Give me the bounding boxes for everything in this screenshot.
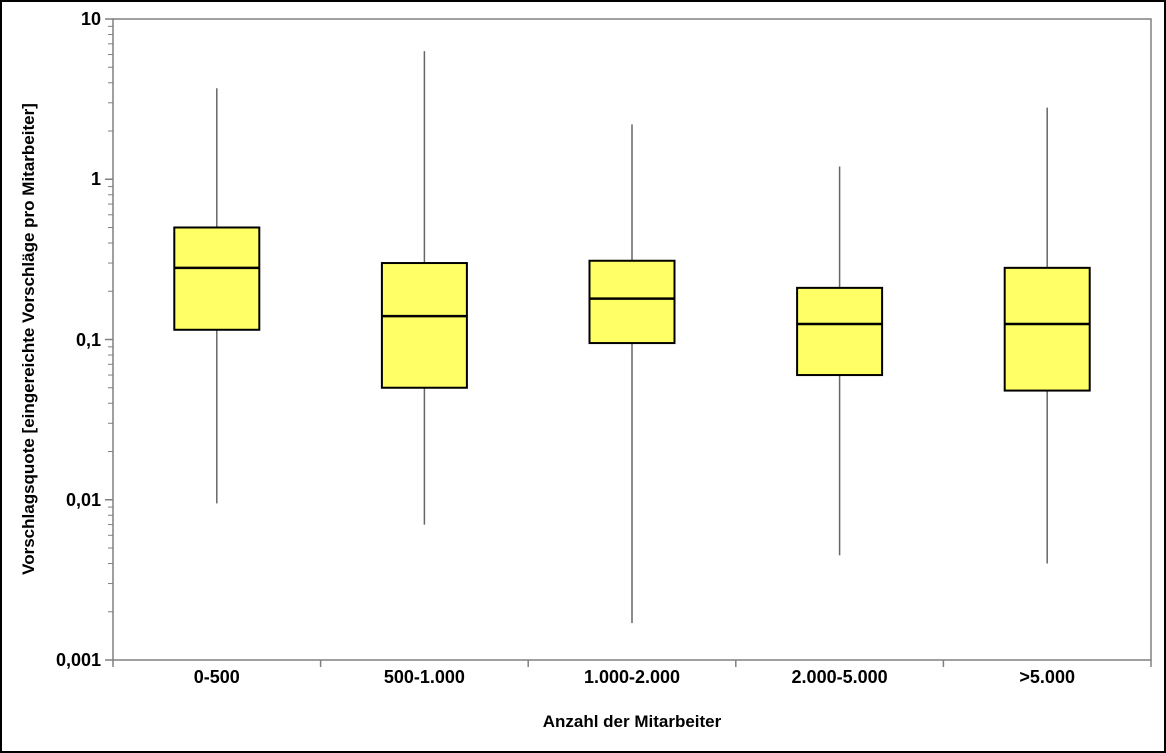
x-category-label-4: 2.000-5.000 <box>791 667 888 687</box>
x-category-label-2: 500-1.000 <box>383 667 465 687</box>
y-tick-label-1: 1 <box>90 169 101 190</box>
box <box>173 226 261 331</box>
box <box>1003 266 1091 392</box>
y-tick-label-0-1: 0,1 <box>75 329 101 350</box>
x-category-label-5: >5.000 <box>1019 667 1075 687</box>
x-category-label-1: 0-500 <box>193 667 240 687</box>
x-category-label-3: 1.000-2.000 <box>583 667 681 687</box>
box <box>796 286 884 377</box>
box <box>380 262 468 389</box>
x-axis-title: Anzahl der Mitarbeiter <box>542 712 722 731</box>
box <box>588 259 676 345</box>
y-tick-label-10: 10 <box>80 9 101 29</box>
y-tick-label-0-001: 0,001 <box>55 650 101 670</box>
y-tick-label-0-01: 0,01 <box>65 489 101 510</box>
